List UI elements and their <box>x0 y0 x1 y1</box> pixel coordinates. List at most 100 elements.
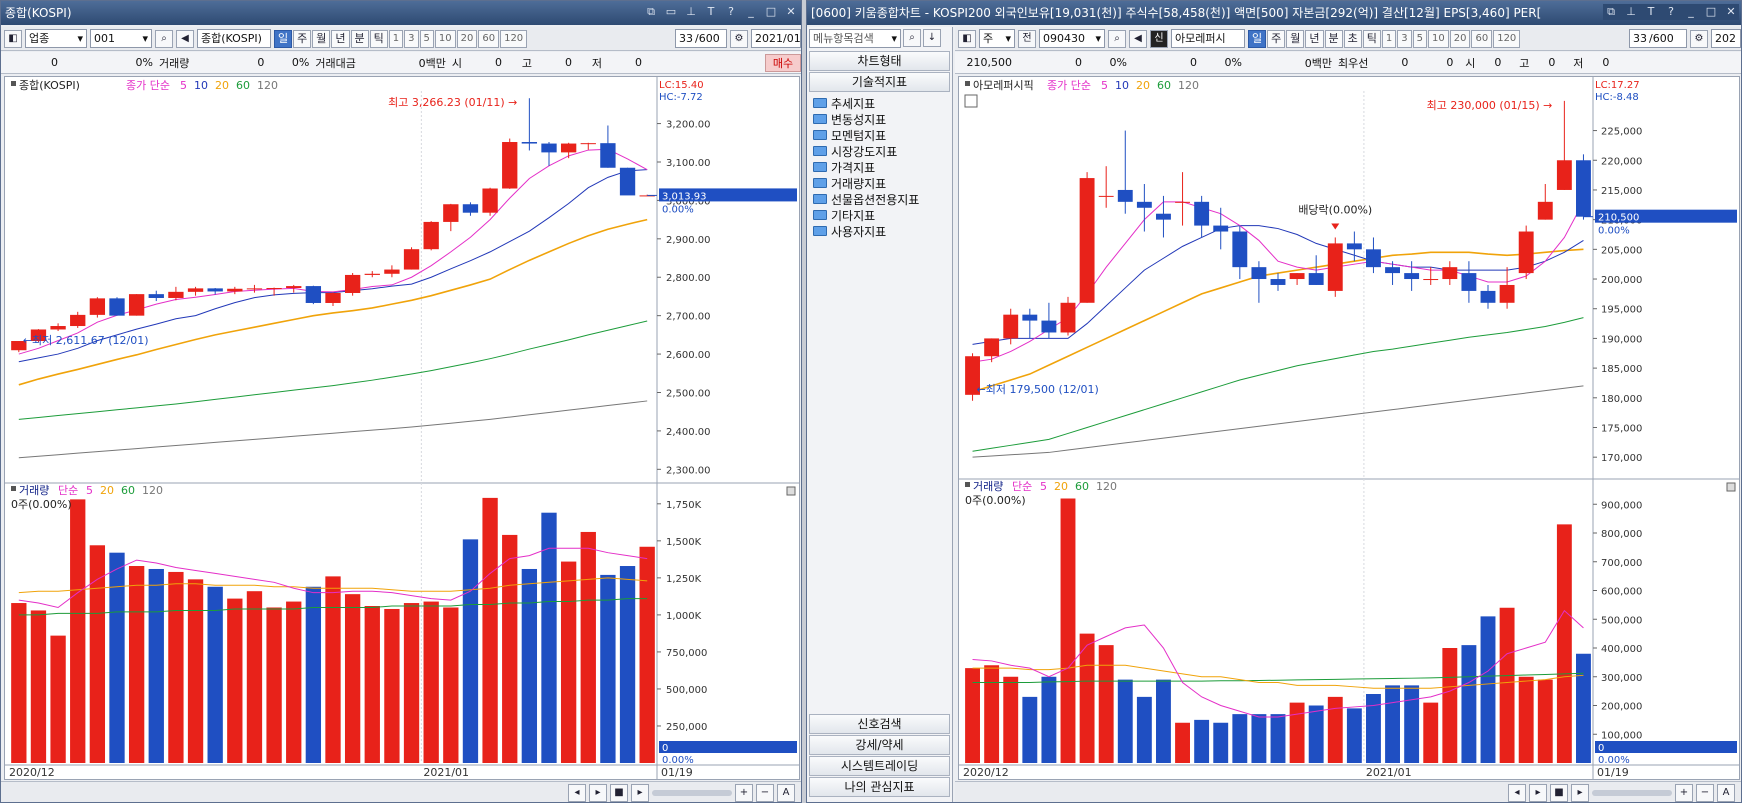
zoom-in-icon[interactable]: + <box>735 783 753 802</box>
close-icon[interactable]: ✕ <box>786 5 796 18</box>
indicator-folder[interactable]: 모멘텀지표 <box>807 127 952 143</box>
period-tab[interactable]: 주 <box>293 29 312 48</box>
period-tab[interactable]: 틱 <box>369 29 388 48</box>
indicator-folder[interactable]: 추세지표 <box>807 95 952 111</box>
link-icon[interactable]: ⧉ <box>647 5 655 18</box>
buy-button[interactable]: 매수 <box>765 53 801 72</box>
help-icon[interactable]: ? <box>728 5 734 18</box>
market-select[interactable]: 업종 ▾ <box>25 29 87 48</box>
stop-icon[interactable]: ■ <box>1550 783 1568 802</box>
period-tab[interactable]: 초 <box>1343 29 1362 48</box>
play-icon[interactable]: ▸ <box>589 783 607 802</box>
period-tab[interactable]: 월 <box>1286 29 1305 48</box>
prev-button[interactable]: 전 <box>1018 29 1036 48</box>
folder-icon <box>813 162 827 172</box>
arrow-down-icon[interactable]: ↓ <box>923 29 941 47</box>
indicator-folder[interactable]: 가격지표 <box>807 159 952 175</box>
interval-button[interactable]: 5 <box>1412 29 1427 48</box>
search-icon[interactable]: ⌕ <box>1108 29 1126 48</box>
font-size-icon[interactable]: A <box>1717 783 1735 802</box>
link-icon[interactable]: ⧉ <box>1607 5 1615 18</box>
interval-button[interactable]: 120 <box>500 29 528 48</box>
indicator-folder[interactable]: 선물옵션전용지표 <box>807 191 952 207</box>
code-input[interactable]: 090430 ▾ <box>1039 29 1105 48</box>
window-titlebar[interactable]: 종합(KOSPI) ⧉ ▭ ⊥ T ? _ □ ✕ <box>1 1 801 25</box>
date-field[interactable]: 2021/01 <box>751 29 801 48</box>
scroll-right-icon[interactable]: ▸ <box>1571 783 1589 802</box>
period-tab[interactable]: 년 <box>331 29 350 48</box>
period-tab[interactable]: 일 <box>1248 29 1267 48</box>
scroll-left-icon[interactable]: ◂ <box>1508 783 1526 802</box>
interval-button[interactable]: 3 <box>404 29 419 48</box>
font-icon[interactable]: T <box>1647 5 1655 18</box>
pin-icon[interactable]: ⊥ <box>1626 5 1636 18</box>
interval-button[interactable]: 10 <box>1428 29 1449 48</box>
zoom-out-icon[interactable]: − <box>1696 783 1714 802</box>
menu-search-input[interactable]: 메뉴항목검색 ▾ <box>809 29 901 48</box>
font-icon[interactable]: T <box>707 5 715 18</box>
period-tab[interactable]: 분 <box>350 29 369 48</box>
close-icon[interactable]: ✕ <box>1726 5 1736 18</box>
period-tab[interactable]: 분 <box>1324 29 1343 48</box>
chart-area[interactable]: 3,200.00 3,100.00 3,000.00 2,900.00 2,800.00… <box>4 76 800 780</box>
minimize-icon[interactable]: _ <box>748 5 754 18</box>
window-titlebar[interactable]: [0600] 키움종합차트 - KOSPI200 외국인보유[19,031(천)… <box>807 1 1741 25</box>
interval-button[interactable]: 1 <box>388 29 404 48</box>
chart-type-button[interactable]: 차트형태 <box>809 51 950 71</box>
y-tick-label: 2,900.00 <box>666 235 711 246</box>
interval-button[interactable]: 20 <box>1449 29 1471 48</box>
count-field[interactable]: 33/600 <box>675 29 727 48</box>
period-tab[interactable]: 일 <box>274 29 293 48</box>
chart-settings-icon[interactable]: ⚙ <box>730 29 748 48</box>
stop-icon[interactable]: ■ <box>610 783 628 802</box>
interval-button[interactable]: 60 <box>478 29 500 48</box>
indicator-folder[interactable]: 사용자지표 <box>807 223 952 239</box>
search-icon[interactable]: ⌕ <box>903 29 921 47</box>
zoom-out-icon[interactable]: − <box>756 783 774 802</box>
market-select[interactable]: 주 ▾ <box>979 29 1015 48</box>
interval-button[interactable]: 10 <box>434 29 456 48</box>
tech-indicator-button[interactable]: 기술적지표 <box>809 72 950 92</box>
indicator-folder[interactable]: 거래량지표 <box>807 175 952 191</box>
menu-bottom-button[interactable]: 시스템트레이딩 <box>809 756 950 776</box>
scroll-right-icon[interactable]: ▸ <box>631 783 649 802</box>
period-tab[interactable]: 년 <box>1305 29 1324 48</box>
chart-area[interactable]: 225,000220,000215,000210,000205,000200,0… <box>958 76 1740 780</box>
maximize-icon[interactable]: □ <box>1705 5 1717 18</box>
code-input[interactable]: 001 ▾ <box>90 29 152 48</box>
zoom-slider[interactable] <box>652 789 732 796</box>
pin-icon[interactable]: ⊥ <box>686 5 696 18</box>
zoom-slider[interactable] <box>1592 789 1672 796</box>
search-icon[interactable]: ⌕ <box>155 29 173 48</box>
interval-button[interactable]: 20 <box>456 29 478 48</box>
menu-bottom-button[interactable]: 신호검색 <box>809 714 950 734</box>
interval-button[interactable]: 60 <box>1471 29 1493 48</box>
menu-bottom-button[interactable]: 강세/약세 <box>809 735 950 755</box>
maximize-icon[interactable]: □ <box>765 5 777 18</box>
indicator-folder[interactable]: 기타지표 <box>807 207 952 223</box>
interval-button[interactable]: 3 <box>1397 29 1412 48</box>
zoom-in-icon[interactable]: + <box>1675 783 1693 802</box>
help-icon[interactable]: ? <box>1668 5 1674 18</box>
speaker-icon[interactable]: ◀ <box>1129 29 1147 48</box>
menu-bottom-button[interactable]: 나의 관심지표 <box>809 777 950 797</box>
interval-button[interactable]: 5 <box>419 29 434 48</box>
period-tab[interactable]: 주 <box>1267 29 1286 48</box>
speaker-icon[interactable]: ◀ <box>176 29 194 48</box>
indicator-folder[interactable]: 변동성지표 <box>807 111 952 127</box>
date-field[interactable]: 202 <box>1711 29 1741 48</box>
period-tab[interactable]: 월 <box>312 29 331 48</box>
period-tab[interactable]: 틱 <box>1362 29 1381 48</box>
minimize-icon[interactable]: _ <box>1688 5 1694 18</box>
chart-settings-icon[interactable]: ⚙ <box>1690 29 1708 48</box>
scroll-left-icon[interactable]: ◂ <box>568 783 586 802</box>
copy-icon[interactable]: ▭ <box>665 5 677 18</box>
menu-icon[interactable]: ◧ <box>958 29 976 48</box>
play-icon[interactable]: ▸ <box>1529 783 1547 802</box>
indicator-folder[interactable]: 시장강도지표 <box>807 143 952 159</box>
count-field[interactable]: 33/600 <box>1629 29 1687 48</box>
interval-button[interactable]: 120 <box>1493 29 1521 48</box>
menu-icon[interactable]: ◧ <box>4 29 22 48</box>
interval-button[interactable]: 1 <box>1381 29 1397 48</box>
font-size-icon[interactable]: A <box>777 783 795 802</box>
